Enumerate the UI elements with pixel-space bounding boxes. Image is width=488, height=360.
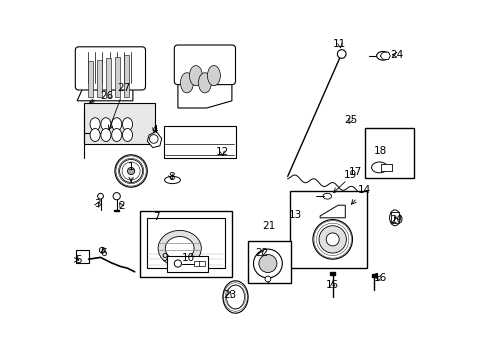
Ellipse shape — [322, 193, 331, 199]
Ellipse shape — [99, 247, 105, 253]
Text: 22: 22 — [255, 248, 268, 258]
Text: 4: 4 — [151, 125, 158, 135]
FancyBboxPatch shape — [75, 47, 145, 90]
Ellipse shape — [180, 73, 193, 93]
Ellipse shape — [189, 66, 202, 86]
Polygon shape — [77, 49, 143, 101]
Ellipse shape — [376, 51, 389, 60]
Polygon shape — [390, 212, 398, 223]
Polygon shape — [106, 58, 111, 97]
Polygon shape — [381, 164, 391, 171]
Text: 3: 3 — [94, 199, 101, 209]
Bar — [140, 211, 231, 277]
Bar — [163, 126, 235, 158]
Text: 5: 5 — [74, 255, 81, 265]
Ellipse shape — [318, 226, 346, 253]
Ellipse shape — [312, 220, 352, 259]
Ellipse shape — [122, 129, 132, 141]
Ellipse shape — [164, 176, 180, 184]
Text: 27: 27 — [108, 83, 131, 130]
Polygon shape — [114, 210, 119, 211]
Ellipse shape — [101, 129, 111, 141]
Ellipse shape — [207, 66, 220, 86]
Ellipse shape — [325, 233, 339, 246]
Text: 18: 18 — [373, 146, 386, 156]
Ellipse shape — [198, 73, 211, 93]
Polygon shape — [329, 272, 335, 275]
Ellipse shape — [371, 162, 386, 173]
Bar — [76, 250, 88, 263]
Text: 24: 24 — [389, 50, 402, 60]
Text: 15: 15 — [325, 280, 339, 291]
Ellipse shape — [90, 129, 100, 141]
Polygon shape — [178, 52, 231, 108]
Ellipse shape — [264, 276, 270, 282]
Ellipse shape — [158, 230, 201, 266]
Ellipse shape — [258, 255, 276, 273]
Polygon shape — [199, 261, 204, 266]
Bar — [247, 241, 291, 283]
Ellipse shape — [149, 135, 158, 143]
Ellipse shape — [113, 193, 120, 200]
Ellipse shape — [101, 118, 111, 131]
Text: 19: 19 — [344, 170, 357, 180]
Text: 12: 12 — [215, 147, 228, 157]
Polygon shape — [147, 131, 162, 148]
Text: 10: 10 — [182, 253, 195, 264]
Ellipse shape — [165, 237, 194, 260]
Polygon shape — [97, 60, 102, 97]
Ellipse shape — [90, 118, 100, 131]
Text: 20: 20 — [389, 215, 402, 225]
Text: 11: 11 — [333, 39, 346, 49]
Bar — [84, 103, 154, 144]
Bar — [167, 256, 208, 272]
Polygon shape — [371, 274, 376, 277]
Bar — [289, 191, 366, 268]
Text: 23: 23 — [223, 290, 236, 300]
Text: 13: 13 — [288, 210, 302, 220]
Polygon shape — [123, 55, 129, 97]
Text: 25: 25 — [344, 114, 357, 125]
Ellipse shape — [115, 155, 147, 187]
Ellipse shape — [174, 260, 181, 267]
FancyBboxPatch shape — [174, 45, 235, 85]
Text: 6: 6 — [100, 248, 106, 258]
Polygon shape — [88, 61, 93, 97]
Text: 14: 14 — [351, 185, 370, 204]
Polygon shape — [115, 57, 120, 97]
Ellipse shape — [389, 210, 400, 226]
Polygon shape — [147, 218, 224, 268]
Text: 9: 9 — [161, 253, 167, 264]
Ellipse shape — [223, 281, 247, 313]
Polygon shape — [380, 52, 389, 59]
Polygon shape — [194, 261, 200, 266]
Text: 7: 7 — [153, 212, 159, 222]
Text: 2: 2 — [118, 201, 124, 211]
Text: 1: 1 — [127, 162, 134, 182]
Ellipse shape — [98, 193, 103, 199]
Ellipse shape — [253, 249, 282, 278]
Text: 16: 16 — [373, 273, 386, 283]
Ellipse shape — [122, 118, 132, 131]
Ellipse shape — [337, 50, 346, 58]
Text: 26: 26 — [89, 91, 113, 103]
Ellipse shape — [111, 118, 122, 131]
Bar — [365, 128, 413, 178]
Text: 17: 17 — [333, 167, 361, 193]
Text: 21: 21 — [262, 221, 275, 231]
Ellipse shape — [127, 167, 134, 175]
Polygon shape — [320, 205, 345, 218]
Text: 8: 8 — [168, 172, 174, 182]
Ellipse shape — [111, 129, 122, 141]
